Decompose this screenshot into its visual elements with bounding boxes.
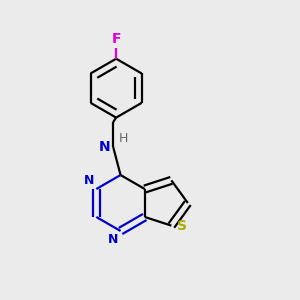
Text: N: N <box>84 174 94 187</box>
Text: S: S <box>177 219 187 232</box>
Text: H: H <box>118 132 128 145</box>
Text: N: N <box>99 140 111 154</box>
Text: N: N <box>108 233 118 246</box>
Text: F: F <box>111 32 121 46</box>
